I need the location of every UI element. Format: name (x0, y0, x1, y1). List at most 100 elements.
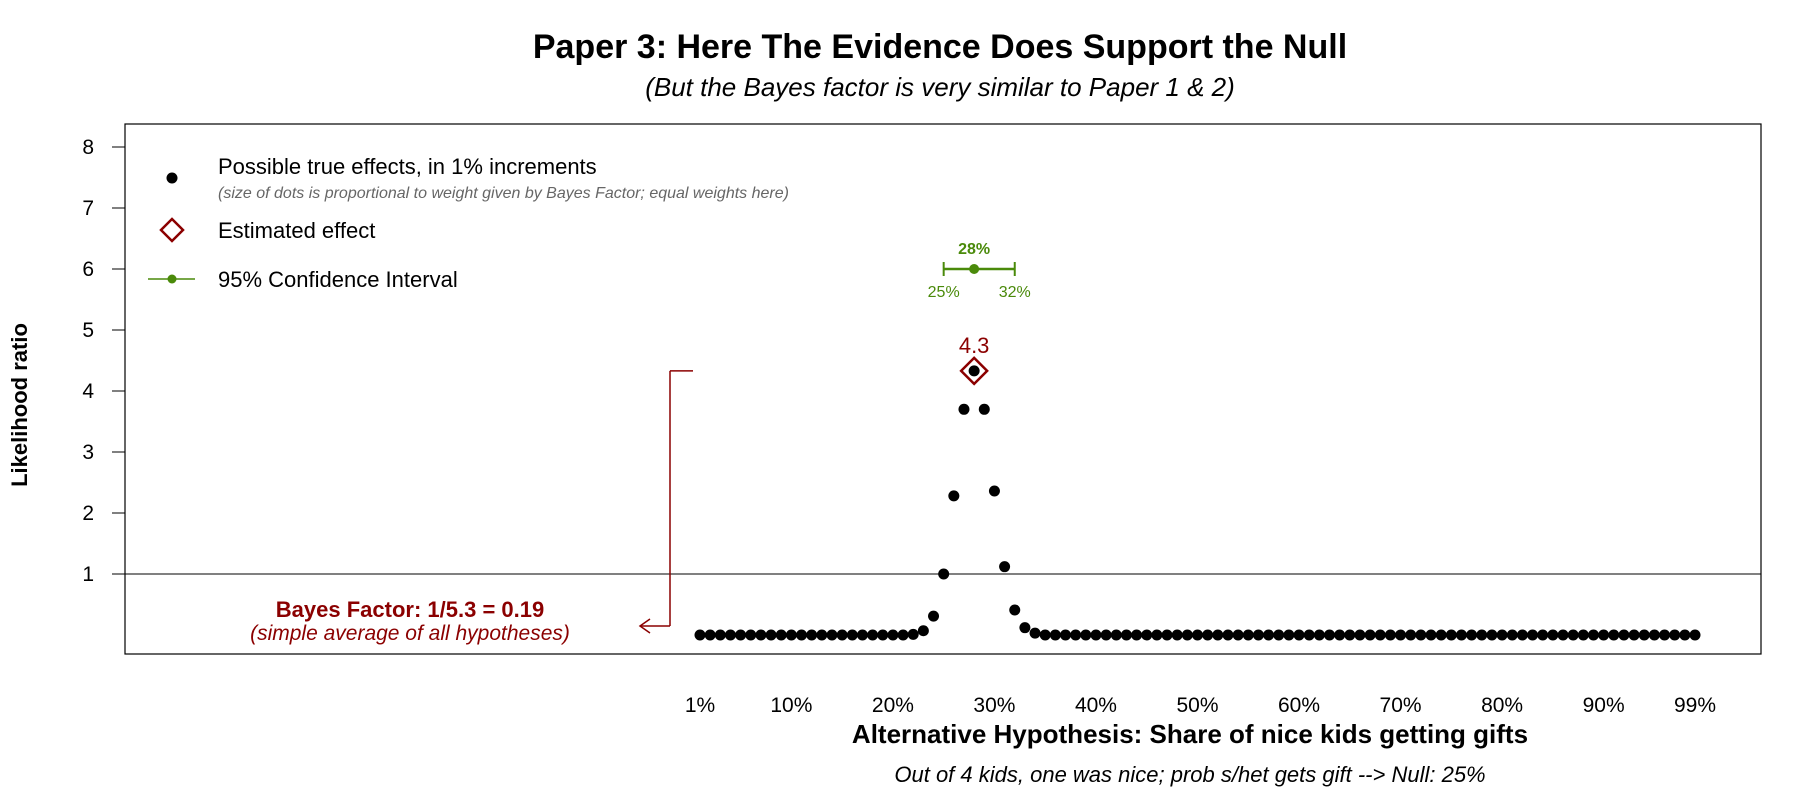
data-point (1252, 629, 1264, 641)
data-point (1486, 629, 1498, 641)
data-point (887, 629, 899, 641)
data-point (968, 365, 980, 377)
data-point (1557, 629, 1569, 641)
data-point (1283, 629, 1295, 641)
data-point (1547, 629, 1559, 641)
bayes-factor-title: Bayes Factor: 1/5.3 = 0.19 (276, 597, 544, 622)
bayes-factor-bracket (638, 370, 693, 634)
data-point (1110, 629, 1122, 641)
data-point (897, 629, 909, 641)
data-point (856, 629, 868, 641)
data-point (948, 490, 960, 502)
legend-estimate-label: Estimated effect (218, 218, 375, 243)
x-tick-label: 90% (1583, 694, 1625, 717)
data-point (826, 629, 838, 641)
data-point (1161, 629, 1173, 641)
x-tick-label: 70% (1380, 694, 1422, 717)
y-tick-label: 3 (82, 441, 94, 464)
data-point (806, 629, 818, 641)
data-point (1455, 629, 1467, 641)
data-point (1019, 622, 1031, 634)
data-point (1374, 629, 1386, 641)
y-tick-label: 6 (82, 258, 94, 281)
data-point (1689, 629, 1701, 641)
legend: Possible true effects, in 1% increments … (148, 154, 789, 292)
data-point (1070, 629, 1082, 641)
data-point (765, 629, 777, 641)
estimate-label: 4.3 (959, 333, 990, 358)
x-tick-label: 20% (872, 694, 914, 717)
data-point (1476, 629, 1488, 641)
data-point (714, 629, 726, 641)
ci-point (969, 264, 980, 274)
data-point (755, 629, 767, 641)
data-point (1232, 629, 1244, 641)
data-point (1060, 629, 1072, 641)
data-point (1141, 629, 1153, 641)
x-tick-label: 1% (685, 694, 715, 717)
data-point (1364, 629, 1376, 641)
data-points (694, 365, 1701, 641)
data-point (745, 629, 757, 641)
y-tick-label: 4 (82, 380, 94, 403)
data-point (1222, 629, 1234, 641)
data-point (1323, 629, 1335, 641)
data-point (877, 629, 889, 641)
estimate-diamond (959, 356, 989, 386)
data-point (958, 403, 970, 415)
data-point (846, 629, 858, 641)
data-point (694, 629, 706, 641)
data-point (1354, 629, 1366, 641)
data-point (1659, 629, 1671, 641)
y-tick-label: 8 (82, 136, 94, 159)
data-point (836, 629, 848, 641)
data-point (1029, 627, 1041, 639)
y-tick-label: 2 (82, 502, 94, 525)
data-point (1384, 629, 1396, 641)
data-point (1577, 629, 1589, 641)
y-axis-ticks: 1 2 3 4 5 6 7 8 (82, 136, 125, 586)
data-point (1466, 629, 1478, 641)
data-point (867, 629, 879, 641)
data-point (988, 485, 1000, 497)
data-point (1303, 629, 1315, 641)
data-point (1009, 604, 1021, 616)
data-point (1537, 629, 1549, 641)
legend-dots-label: Possible true effects, in 1% increments (218, 154, 597, 179)
data-point (1090, 629, 1102, 641)
data-point (704, 629, 716, 641)
data-point (1181, 629, 1193, 641)
x-tick-label: 30% (973, 694, 1015, 717)
data-point (1263, 629, 1275, 641)
data-point (1080, 629, 1092, 641)
data-point (938, 568, 950, 580)
data-point (1516, 629, 1528, 641)
data-point (1435, 629, 1447, 641)
data-point (1273, 629, 1285, 641)
estimate-group: 4.3 (959, 333, 990, 386)
legend-ci-label: 95% Confidence Interval (218, 267, 458, 292)
data-point (1608, 629, 1620, 641)
x-axis-ticks: 1% 10% 20% 30% 40% 50% 60% 70% 80% 90% 99% (685, 694, 1716, 717)
data-point (1039, 629, 1051, 641)
data-point (1567, 629, 1579, 641)
data-point (775, 629, 787, 641)
data-point (1192, 629, 1203, 641)
data-point (1242, 629, 1254, 641)
data-point (1049, 629, 1061, 641)
legend-ci-point (167, 274, 177, 284)
x-tick-label: 99% (1674, 694, 1716, 717)
ci-lower-label: 25% (928, 284, 960, 301)
chart-title: Paper 3: Here The Evidence Does Support … (533, 28, 1347, 66)
data-point (1445, 629, 1457, 641)
ci-point-label: 28% (958, 241, 990, 258)
data-point (816, 629, 828, 641)
x-axis-note: Out of 4 kids, one was nice; prob s/het … (894, 762, 1485, 787)
data-point (917, 625, 929, 637)
data-point (1527, 629, 1539, 641)
data-point (1415, 629, 1427, 641)
x-tick-label: 10% (770, 694, 812, 717)
data-point (1151, 629, 1163, 641)
bayes-factor-note: (simple average of all hypotheses) (250, 622, 570, 645)
data-point (1212, 629, 1224, 641)
